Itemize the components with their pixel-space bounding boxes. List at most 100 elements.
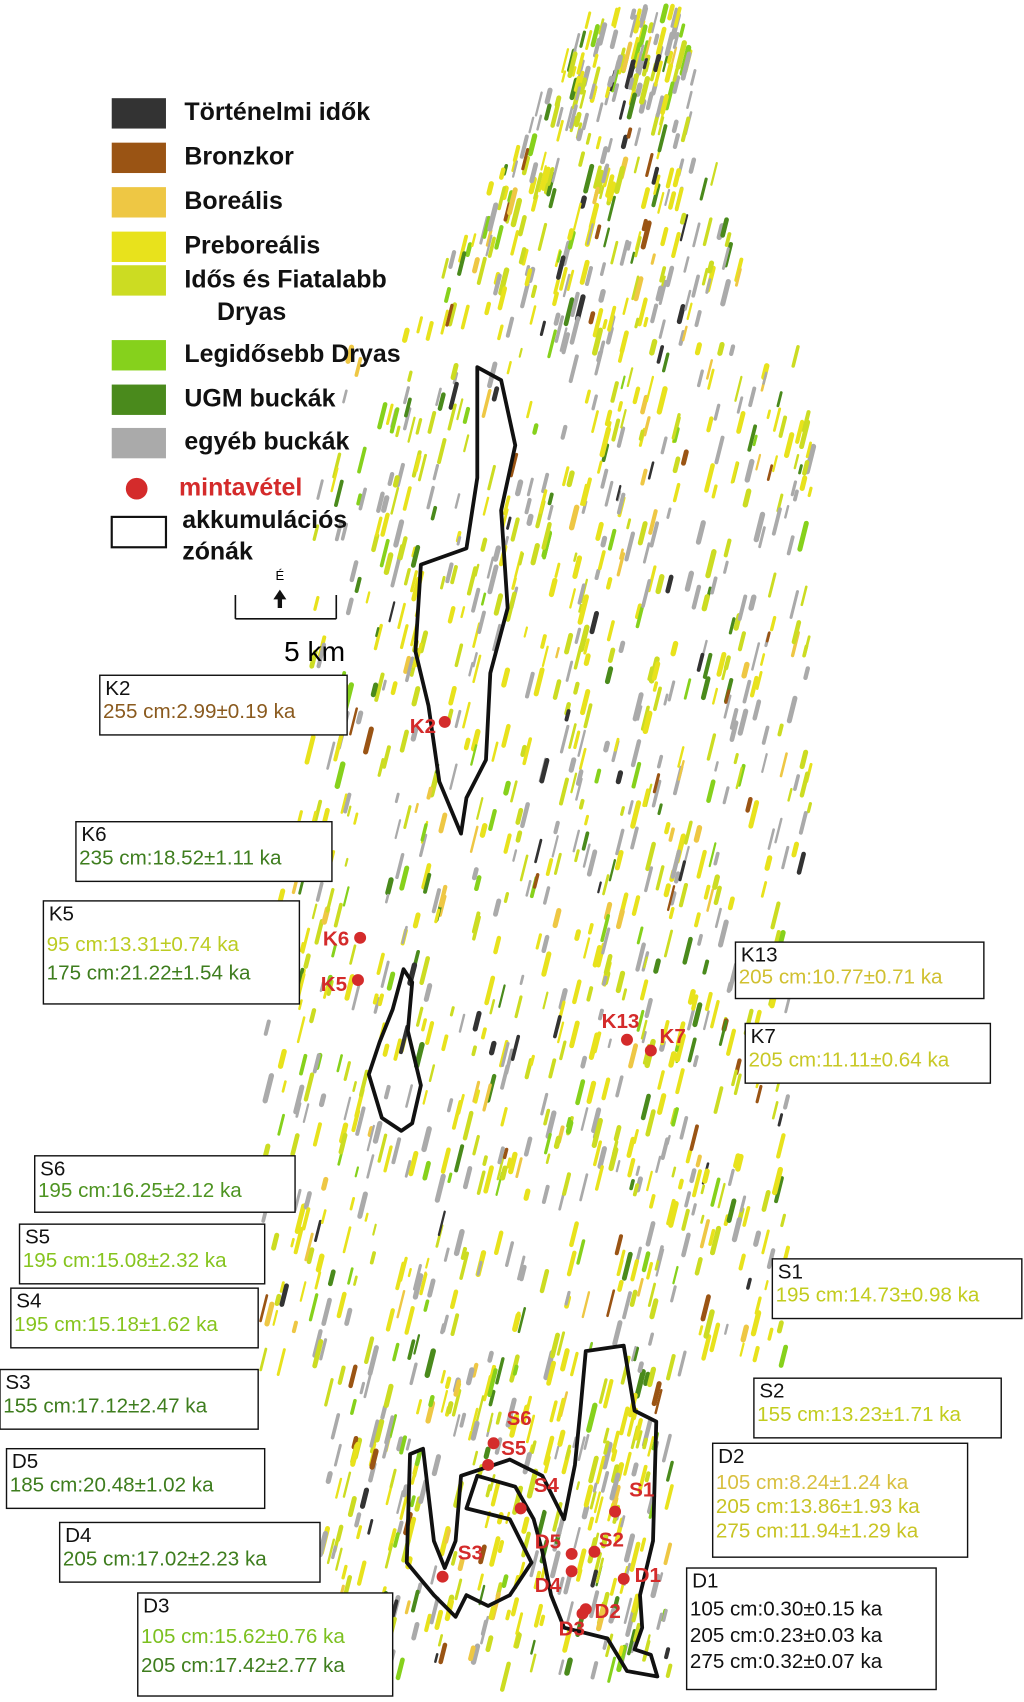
sample-box-frame: [10, 1287, 259, 1349]
dune: [588, 1455, 599, 1484]
legend-label: Idős és Fiatalabb Dryas: [184, 265, 386, 326]
dune: [586, 986, 594, 1002]
dune: [279, 1283, 289, 1307]
sample-box-frame: [771, 1258, 1023, 1320]
dune: [701, 267, 709, 286]
dune: [720, 217, 729, 238]
dune: [754, 1009, 762, 1025]
dune: [764, 855, 773, 871]
dune: [535, 933, 542, 950]
dune: [718, 1019, 728, 1046]
dune: [486, 181, 494, 196]
dune: [699, 177, 708, 201]
dune: [404, 397, 412, 418]
dune: [690, 69, 697, 86]
dune: [635, 1430, 643, 1449]
dune: [330, 1413, 341, 1440]
dune: [761, 1189, 771, 1212]
dune: [573, 75, 581, 92]
dune: [485, 234, 493, 257]
sample-box-line: 155 cm:13.23±1.71 ka: [757, 1403, 961, 1426]
dune: [657, 124, 668, 153]
sample-box-frame: [34, 1155, 296, 1213]
dune: [755, 453, 762, 471]
dune: [568, 104, 578, 129]
dune: [625, 1609, 636, 1637]
dune: [748, 386, 757, 408]
dune: [635, 605, 644, 629]
dune: [609, 1577, 617, 1596]
dune: [409, 1495, 416, 1508]
dune: [799, 475, 808, 491]
dune: [723, 560, 729, 574]
sample-box-line: 105 cm:8.24±1.24 ka: [716, 1471, 909, 1494]
dune: [346, 805, 352, 817]
dune: [607, 75, 614, 88]
dune: [664, 188, 671, 207]
dune: [683, 820, 693, 845]
dune: [585, 132, 592, 145]
dune: [353, 812, 359, 825]
dune: [314, 919, 324, 945]
sample-box-line: 155 cm:17.12±2.47 ka: [3, 1394, 207, 1417]
dune: [556, 1515, 566, 1538]
dune: [671, 231, 681, 259]
legend-label-line: Idős és Fiatalabb: [184, 265, 386, 293]
dune: [338, 1132, 348, 1155]
dune: [454, 493, 461, 509]
dune: [526, 1468, 539, 1499]
dune: [342, 886, 350, 907]
dune: [791, 620, 802, 645]
dune: [364, 1212, 369, 1222]
dune: [619, 239, 630, 266]
dune: [619, 548, 624, 560]
dune: [694, 342, 702, 356]
dune: [735, 1153, 744, 1172]
dune: [579, 259, 590, 285]
dune: [665, 167, 675, 189]
dune: [526, 477, 534, 497]
dune: [576, 1568, 583, 1582]
dune: [544, 87, 553, 105]
dune: [542, 991, 549, 1010]
dune: [519, 974, 525, 985]
dune: [560, 1348, 570, 1372]
dune: [802, 460, 810, 476]
dune: [598, 1378, 608, 1404]
dune: [555, 646, 560, 659]
dune: [291, 1320, 298, 1334]
dune: [410, 544, 421, 568]
dune: [529, 305, 537, 325]
dune: [460, 606, 466, 619]
dune: [605, 326, 614, 345]
dune: [793, 453, 800, 470]
sample-box-id: S5: [25, 1226, 50, 1249]
dune: [726, 1198, 737, 1223]
dune: [668, 827, 675, 842]
dune: [487, 1350, 494, 1363]
dune: [459, 1412, 467, 1428]
sample-box-id: D2: [718, 1445, 744, 1468]
dune: [559, 327, 568, 352]
dune: [632, 386, 641, 405]
sample-box-frame: [0, 1368, 259, 1430]
dune: [395, 853, 405, 880]
dune: [666, 885, 676, 912]
dune: [710, 1177, 721, 1207]
dune: [343, 792, 352, 814]
dune: [640, 1093, 651, 1121]
dune: [683, 678, 692, 700]
dune: [753, 1230, 762, 1247]
sample-point: [565, 1565, 578, 1578]
dune: [572, 66, 577, 77]
dune: [772, 407, 782, 432]
dune: [747, 424, 758, 452]
dune: [545, 1153, 551, 1164]
dune: [485, 1364, 497, 1394]
dune: [281, 1080, 287, 1093]
dune: [503, 833, 512, 854]
dune: [331, 943, 337, 958]
dune: [315, 881, 324, 902]
dune: [519, 854, 529, 882]
dune: [450, 362, 459, 381]
